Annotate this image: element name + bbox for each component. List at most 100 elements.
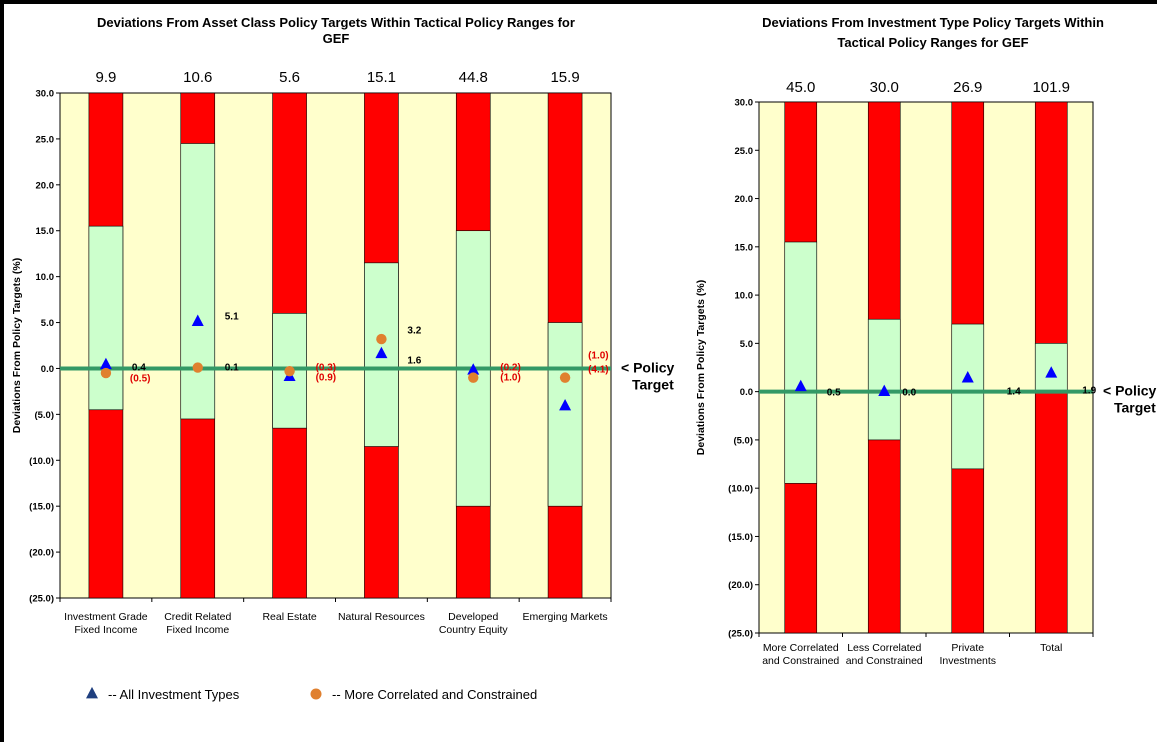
all-types-triangle-marker xyxy=(961,371,974,383)
y-tick-label: (5.0) xyxy=(34,410,54,421)
top-value-label: 26.9 xyxy=(953,79,982,96)
legend-triangle-icon xyxy=(86,686,98,699)
correlated-circle-marker xyxy=(559,372,571,383)
frame-left-border xyxy=(0,0,4,742)
y-tick-label: 30.0 xyxy=(735,98,754,109)
triangle-value-label: (4.1) xyxy=(588,364,609,375)
all-types-triangle-marker xyxy=(99,357,112,370)
triangle-value-label: (0.9) xyxy=(316,372,337,383)
y-tick-label: 15.0 xyxy=(36,226,55,237)
policy-label: Target xyxy=(1114,400,1156,416)
chart-title: Deviations From Asset Class Policy Targe… xyxy=(97,15,575,30)
y-tick-label: (10.0) xyxy=(728,484,753,495)
top-value-label: 45.0 xyxy=(786,79,815,96)
green-range-bar xyxy=(88,225,124,411)
y-tick-label: (15.0) xyxy=(29,502,54,513)
y-tick-label: 25.0 xyxy=(735,146,754,157)
green-range-bar xyxy=(784,241,818,484)
top-value-label: 15.9 xyxy=(550,69,579,86)
category-label: and Constrained xyxy=(846,655,923,667)
correlated-circle-marker xyxy=(100,367,112,379)
circle-value-label: (1.0) xyxy=(588,350,609,361)
y-tick-label: (5.0) xyxy=(733,435,753,446)
green-range-bar xyxy=(180,143,216,420)
plot-area xyxy=(59,92,612,599)
top-value-label: 44.8 xyxy=(459,69,488,86)
chart-title: Tactical Policy Ranges for GEF xyxy=(837,35,1028,50)
green-range-bar xyxy=(867,318,901,441)
correlated-circle-marker xyxy=(284,366,295,377)
category-label: Less Correlated xyxy=(847,642,921,654)
category-label: Investment Grade xyxy=(64,611,148,623)
y-tick-label: 0.0 xyxy=(740,387,753,398)
all-types-triangle-marker xyxy=(375,346,388,359)
y-tick-label: 20.0 xyxy=(735,194,754,205)
category-label: Credit Related xyxy=(164,611,231,623)
all-types-triangle-marker xyxy=(794,379,807,392)
policy-label: < Policy xyxy=(1103,383,1157,399)
category-label: Country Equity xyxy=(439,624,509,636)
triangle-value-label: 0.5 xyxy=(827,388,841,399)
all-types-triangle-marker xyxy=(467,363,480,375)
correlated-circle-marker xyxy=(376,333,387,345)
y-tick-label: 5.0 xyxy=(41,318,54,329)
top-value-label: 101.9 xyxy=(1032,79,1070,96)
legend-label: -- More Correlated and Constrained xyxy=(332,687,537,702)
category-label: More Correlated xyxy=(763,642,839,654)
triangle-value-label: 0.0 xyxy=(902,388,916,399)
y-tick-label: 15.0 xyxy=(735,242,754,253)
y-tick-label: 5.0 xyxy=(740,339,753,350)
y-tick-label: 10.0 xyxy=(735,291,754,302)
y-tick-label: 10.0 xyxy=(36,272,55,283)
category-label: Developed xyxy=(448,611,498,623)
category-label: Emerging Markets xyxy=(522,611,607,623)
category-label: Real Estate xyxy=(262,611,316,623)
triangle-value-label: 1.9 xyxy=(1082,386,1096,397)
triangle-value-label: 0.4 xyxy=(132,362,146,373)
chart-title: GEF xyxy=(323,31,350,46)
y-tick-label: (20.0) xyxy=(29,548,54,559)
green-range-bar xyxy=(951,323,985,470)
circle-value-label: 3.2 xyxy=(407,325,421,336)
top-value-label: 30.0 xyxy=(870,79,899,96)
top-value-label: 10.6 xyxy=(183,69,212,86)
correlated-circle-marker xyxy=(192,362,203,373)
y-axis-label: Deviations From Policy Targets (%) xyxy=(695,280,707,455)
circle-value-label: (1.0) xyxy=(500,372,521,383)
y-tick-label: 0.0 xyxy=(41,364,54,375)
y-tick-label: 30.0 xyxy=(36,89,55,100)
category-label: Fixed Income xyxy=(74,624,137,636)
chart-title: Deviations From Investment Type Policy T… xyxy=(762,15,1104,30)
triangle-value-label: 1.6 xyxy=(407,355,421,366)
y-tick-label: (25.0) xyxy=(29,594,54,605)
policy-label: Target xyxy=(632,376,674,392)
top-value-label: 5.6 xyxy=(279,69,300,86)
circle-value-label: (0.3) xyxy=(316,362,337,373)
legend-label: -- All Investment Types xyxy=(108,687,240,702)
all-types-triangle-marker xyxy=(878,384,891,396)
triangle-value-label: 1.4 xyxy=(1007,387,1021,398)
y-tick-label: (25.0) xyxy=(728,629,753,640)
frame-top-border xyxy=(0,0,1157,4)
policy-label: < Policy xyxy=(621,359,675,375)
circle-value-label: (0.5) xyxy=(130,373,151,384)
y-tick-label: (10.0) xyxy=(29,456,54,467)
category-label: Total xyxy=(1040,642,1062,654)
category-label: Investments xyxy=(939,655,996,667)
top-value-label: 9.9 xyxy=(95,69,116,86)
legend-circle-icon xyxy=(310,688,322,700)
y-tick-label: (20.0) xyxy=(728,580,753,591)
y-tick-label: 25.0 xyxy=(36,134,55,145)
top-value-label: 15.1 xyxy=(367,69,396,86)
circle-value-label: 0.1 xyxy=(225,362,239,373)
triangle-value-label: 5.1 xyxy=(225,311,239,322)
category-label: Natural Resources xyxy=(338,611,425,623)
all-types-triangle-marker xyxy=(559,399,572,411)
green-range-bar xyxy=(547,322,583,507)
correlated-circle-marker xyxy=(468,372,479,383)
category-label: Private xyxy=(951,642,984,654)
y-tick-label: 20.0 xyxy=(36,180,55,191)
all-types-triangle-marker xyxy=(191,314,204,326)
all-types-triangle-marker xyxy=(1045,366,1058,378)
